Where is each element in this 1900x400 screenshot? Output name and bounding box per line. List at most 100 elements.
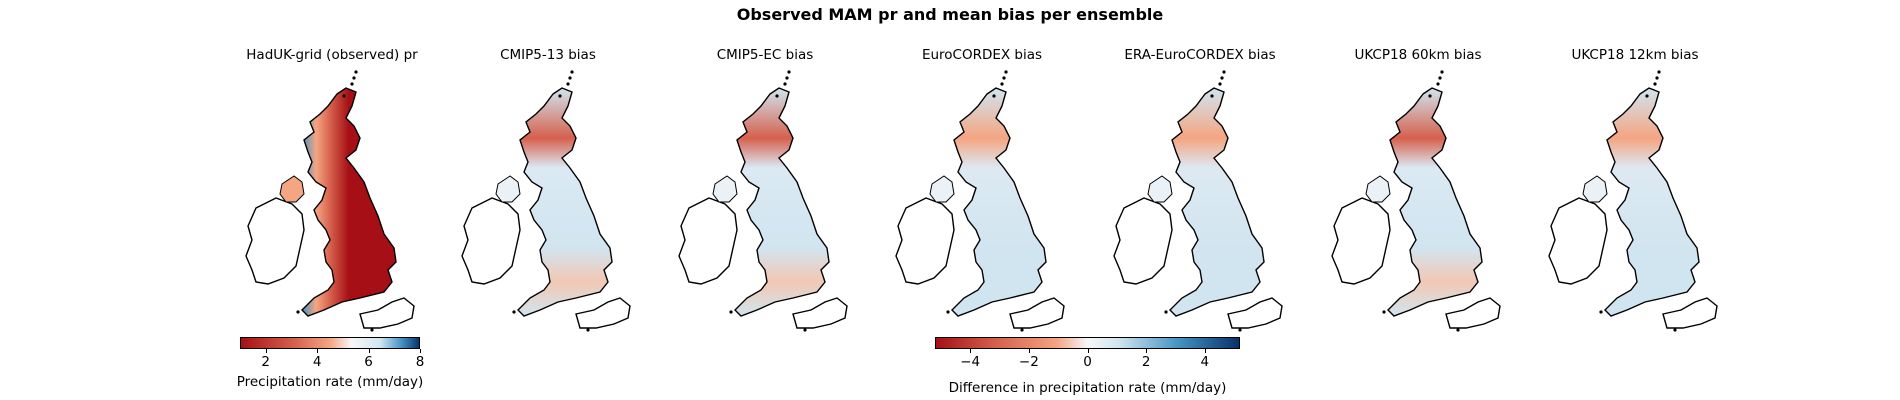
island-mark <box>342 94 346 98</box>
map-panel-4 <box>1113 70 1283 332</box>
panel-title-4: ERA-EuroCORDEX bias <box>1124 47 1276 63</box>
island-mark <box>1673 328 1677 332</box>
france-coast-outline <box>1009 297 1065 329</box>
island-mark <box>1599 310 1603 314</box>
map-panel-0 <box>245 70 415 332</box>
island-mark <box>803 328 807 332</box>
island-mark <box>1218 82 1222 86</box>
island-mark <box>1653 82 1657 86</box>
colorbar-tick <box>1146 349 1148 353</box>
colorbar-tick <box>420 349 421 353</box>
colorbar-tick-label: 8 <box>415 354 425 370</box>
observed-colorbar-label: Precipitation rate (mm/day) <box>236 374 424 390</box>
island-mark <box>775 94 779 98</box>
island-mark <box>1220 76 1224 80</box>
colorbar-tick-label: −2 <box>1018 354 1039 370</box>
france-coast-outline <box>575 297 631 329</box>
bias-colorbar-label: Difference in precipitation rate (mm/day… <box>948 380 1227 396</box>
northern-ireland-region <box>1365 175 1391 203</box>
bias-colorbar <box>935 337 1240 349</box>
colorbar-tick-label: 6 <box>364 354 373 370</box>
island-mark <box>992 94 996 98</box>
map-panel-5 <box>1331 70 1501 332</box>
island-mark <box>1222 70 1226 74</box>
island-mark <box>568 76 572 80</box>
colorbar-tick <box>1087 349 1089 353</box>
panel-title-1: CMIP5-13 bias <box>500 47 596 63</box>
island-mark <box>1210 94 1214 98</box>
island-mark <box>350 82 354 86</box>
colorbar-tick-label: 2 <box>1141 354 1151 370</box>
great-britain-region <box>1169 87 1265 317</box>
france-coast-outline <box>1445 297 1501 329</box>
great-britain-region <box>1604 87 1700 317</box>
great-britain-region <box>301 87 397 317</box>
panel-title-2: CMIP5-EC bias <box>716 47 814 63</box>
figure-title: Observed MAM pr and mean bias per ensemb… <box>736 5 1164 24</box>
island-mark <box>1382 310 1386 314</box>
colorbar-tick-label: 0 <box>1083 354 1092 370</box>
colorbar-gradient <box>240 337 420 349</box>
island-mark <box>1004 70 1008 74</box>
island-mark <box>1428 94 1432 98</box>
great-britain-region <box>734 87 830 317</box>
ireland-outline <box>1548 197 1608 285</box>
colorbar-tick <box>368 349 370 353</box>
panel-title-0: HadUK-grid (observed) pr <box>246 47 418 63</box>
island-mark <box>352 76 356 80</box>
colorbar-tick-label: 2 <box>261 354 270 370</box>
island-mark <box>946 310 950 314</box>
island-mark <box>1164 310 1168 314</box>
island-mark <box>785 76 789 80</box>
island-mark <box>570 70 574 74</box>
map-panel-3 <box>895 70 1065 332</box>
map-panel-1 <box>461 70 631 332</box>
colorbar-tick <box>265 349 267 353</box>
island-mark <box>512 310 516 314</box>
island-mark <box>1020 328 1024 332</box>
map-panel-6 <box>1548 70 1718 332</box>
island-mark <box>1002 76 1006 80</box>
northern-ireland-region <box>929 175 955 203</box>
northern-ireland-region <box>495 175 521 203</box>
northern-ireland-region <box>712 175 738 203</box>
colorbar-tick <box>1204 349 1206 353</box>
ireland-outline <box>461 197 521 285</box>
island-mark <box>1000 82 1004 86</box>
northern-ireland-region <box>279 175 305 203</box>
island-mark <box>1456 328 1460 332</box>
observed-colorbar <box>240 337 420 349</box>
colorbar-tick-label: 4 <box>1200 354 1210 370</box>
ireland-outline <box>895 197 955 285</box>
ireland-outline <box>678 197 738 285</box>
island-mark <box>354 70 358 74</box>
panel-title-3: EuroCORDEX bias <box>921 47 1043 63</box>
france-coast-outline <box>359 297 415 329</box>
colorbar-tick-label: 4 <box>312 354 322 370</box>
island-mark <box>566 82 570 86</box>
island-mark <box>1438 76 1442 80</box>
colorbar-tick-label: −4 <box>960 354 981 370</box>
panel-title-6: UKCP18 12km bias <box>1571 47 1699 63</box>
island-mark <box>586 328 590 332</box>
ireland-outline <box>1113 197 1173 285</box>
island-mark <box>1655 76 1659 80</box>
panel-title-5: UKCP18 60km bias <box>1354 47 1482 63</box>
great-britain-region <box>517 87 613 317</box>
france-coast-outline <box>1227 297 1283 329</box>
island-mark <box>787 70 791 74</box>
island-mark <box>370 328 374 332</box>
colorbar-tick <box>317 349 319 353</box>
france-coast-outline <box>792 297 848 329</box>
island-mark <box>729 310 733 314</box>
island-mark <box>1645 94 1649 98</box>
ireland-outline <box>1331 197 1391 285</box>
island-mark <box>1440 70 1444 74</box>
colorbar-tick <box>970 349 972 353</box>
island-mark <box>1238 328 1242 332</box>
ireland-outline <box>245 197 305 285</box>
france-coast-outline <box>1662 297 1718 329</box>
northern-ireland-region <box>1147 175 1173 203</box>
island-mark <box>1436 82 1440 86</box>
colorbar-gradient <box>935 337 1240 349</box>
